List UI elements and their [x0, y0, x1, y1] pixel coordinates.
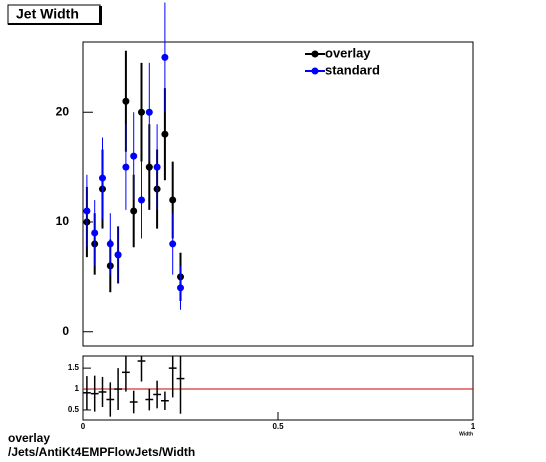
data-point: [161, 53, 169, 61]
data-point: [138, 196, 145, 204]
data-point: [153, 163, 161, 171]
y-tick-label: 0.5: [68, 405, 80, 414]
y-tick-label: 1: [75, 384, 80, 393]
data-point: [122, 97, 130, 105]
data-point: [130, 152, 138, 160]
y-tick-label: 0: [62, 324, 69, 338]
x-axis-label: Width: [459, 431, 473, 437]
x-tick-label: 1: [471, 422, 476, 431]
data-point: [91, 229, 99, 237]
title-shadow: [99, 6, 102, 25]
data-point: [145, 163, 153, 171]
data-point: [122, 163, 130, 171]
x-tick-label: 0.5: [272, 422, 284, 431]
main-frame: [82, 41, 474, 347]
data-point: [177, 284, 184, 292]
y-tick-label: 10: [56, 214, 70, 228]
data-point: [161, 130, 169, 138]
title-shadow: [8, 23, 102, 25]
data-point: [106, 240, 114, 248]
footer-line: /Jets/AntiKt4EMPFlowJets/Width: [8, 445, 195, 459]
data-point: [169, 240, 177, 248]
chart-title: Jet Width: [16, 6, 79, 22]
data-point: [83, 207, 91, 215]
y-tick-label: 1.5: [68, 363, 80, 372]
data-point: [99, 174, 106, 182]
data-point: [114, 251, 122, 259]
legend-label: standard: [325, 62, 380, 77]
legend-marker: [311, 50, 319, 58]
legend-label: overlay: [325, 45, 371, 60]
footer-line: overlay: [8, 431, 50, 445]
x-tick-label: 0: [81, 422, 86, 431]
legend-marker: [311, 67, 319, 75]
data-point: [138, 108, 145, 116]
y-tick-label: 20: [56, 104, 70, 118]
data-point: [169, 196, 177, 204]
data-point: [130, 207, 138, 215]
data-point: [145, 108, 153, 116]
